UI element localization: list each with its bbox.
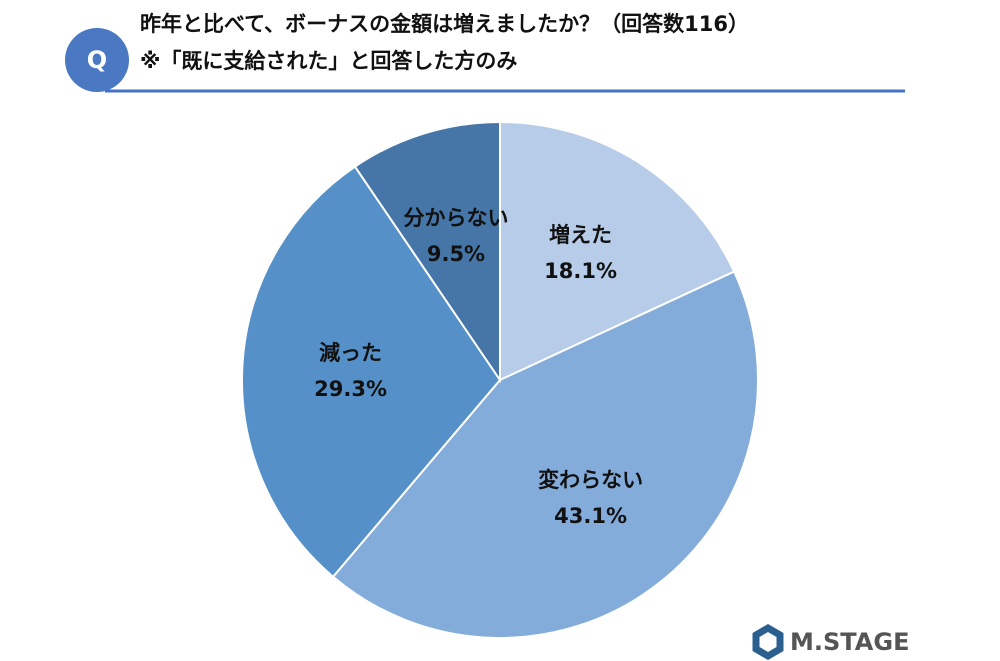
logo-icon [752, 623, 784, 661]
value-label: 9.5% [427, 242, 485, 266]
pie-slice [331, 270, 759, 639]
value-label: 43.1% [554, 504, 627, 528]
category-label: 分からない [403, 206, 508, 230]
category-label: 増えた [549, 223, 612, 247]
pie-slice [241, 165, 502, 579]
chart-subtitle: ※「既に支給された」と回答した方のみ [140, 49, 517, 73]
category-label: 変わらない [538, 468, 643, 492]
category-label: 減った [319, 341, 382, 365]
badge-circle [65, 28, 129, 92]
logo: M.STAGE [790, 628, 909, 656]
pie-slice [353, 120, 501, 384]
value-label: 29.3% [314, 377, 387, 401]
badge: Q [87, 46, 107, 74]
pie-slice [499, 120, 736, 382]
value-label: 18.1% [544, 259, 617, 283]
chart-title: 昨年と比べて、ボーナスの金額は増えましたか？（回答数116） [140, 12, 749, 36]
